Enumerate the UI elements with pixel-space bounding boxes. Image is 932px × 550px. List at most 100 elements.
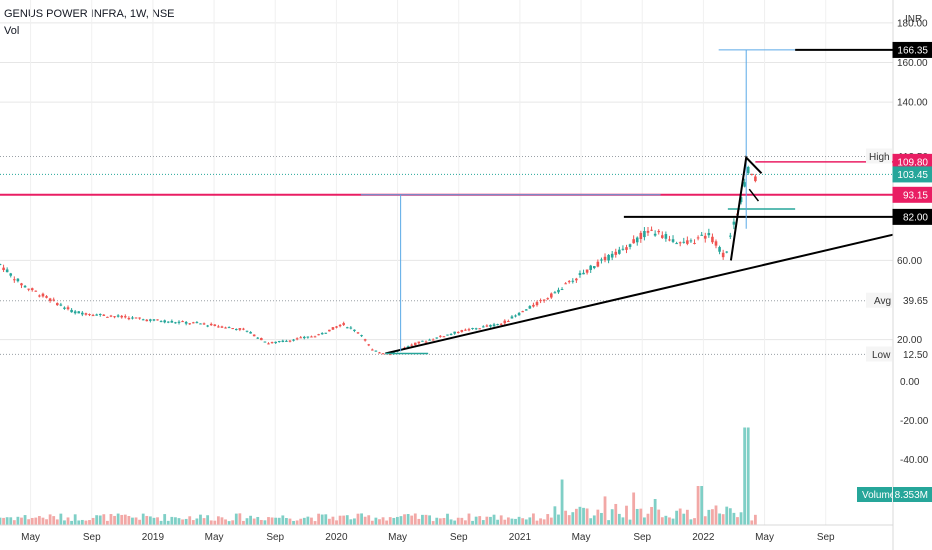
volume-bar	[131, 517, 134, 525]
volume-bar	[750, 520, 754, 525]
volume-bar	[216, 516, 220, 525]
candle	[163, 320, 166, 323]
volume-bar	[324, 514, 328, 525]
volume-bar	[621, 517, 625, 525]
volume-bar	[549, 517, 553, 525]
volume-bar	[693, 518, 696, 525]
volume-bar	[353, 518, 356, 525]
candle	[610, 253, 614, 258]
volume-bar	[331, 516, 335, 525]
volume-tick-label: -20.00	[900, 416, 929, 427]
volume-bar	[120, 514, 124, 525]
candle	[714, 241, 718, 246]
candle	[625, 247, 628, 250]
volume-bar	[517, 516, 521, 525]
candle	[349, 327, 353, 329]
volume-bar	[317, 513, 321, 525]
volume-bar	[327, 518, 331, 525]
volume-bar	[671, 518, 675, 525]
volume-bar	[406, 514, 410, 525]
candle	[20, 283, 23, 286]
candle	[725, 251, 729, 253]
candle	[55, 303, 59, 306]
candle	[507, 321, 510, 323]
volume-bar	[356, 513, 360, 525]
volume-bar	[23, 515, 27, 525]
volume-bar	[2, 517, 5, 525]
time-tick-label: May	[21, 532, 40, 543]
price-tick-label: 180.00	[897, 18, 928, 29]
volume-bar	[456, 517, 460, 525]
volume-bar	[184, 518, 188, 525]
volume-bar	[342, 515, 346, 525]
candle	[754, 176, 757, 182]
time-tick-label: 2021	[509, 532, 532, 543]
volume-bar	[302, 517, 306, 525]
candle	[313, 336, 317, 338]
volume-bar	[417, 518, 421, 525]
candle	[267, 343, 270, 345]
volume-bar	[700, 486, 704, 525]
volume-bar	[199, 514, 202, 525]
volume-bar	[703, 516, 707, 525]
candle	[95, 314, 98, 316]
candle	[388, 354, 392, 356]
candle	[0, 264, 2, 266]
candle	[503, 320, 507, 324]
candle	[729, 235, 732, 237]
volume-bar	[166, 520, 170, 525]
volume-bar	[660, 517, 664, 525]
price-tick-label: 20.00	[897, 335, 922, 346]
volume-bar	[274, 517, 278, 525]
price-axis[interactable]: 180.00 160.00 140.00 60.00 20.00 0.00 -20.00 -4…	[897, 14, 929, 466]
candle	[249, 331, 252, 334]
volume-bar	[442, 517, 446, 525]
candle	[98, 314, 102, 316]
volume-bar	[585, 508, 589, 525]
candle	[453, 331, 456, 334]
candle	[542, 299, 546, 301]
candle	[9, 273, 13, 276]
candle	[260, 338, 263, 341]
volume-bar	[231, 520, 235, 525]
volume-bar	[335, 520, 338, 525]
candle	[635, 237, 639, 243]
candle	[270, 342, 274, 344]
candle	[88, 314, 91, 316]
candle	[328, 329, 331, 332]
candle	[170, 320, 174, 323]
volume-bar	[721, 514, 725, 525]
candle	[16, 278, 20, 282]
time-tick-label: May	[755, 532, 774, 543]
candle	[213, 324, 217, 326]
volume-bar	[471, 520, 474, 525]
candle	[281, 340, 285, 342]
candle	[439, 335, 442, 337]
candle	[299, 337, 303, 339]
volume-bar	[650, 506, 653, 525]
candle	[431, 339, 435, 341]
volume-bar	[177, 518, 181, 525]
volume-bar	[370, 520, 374, 525]
volume-bar	[614, 503, 618, 525]
volume-bar	[267, 517, 270, 525]
candle	[550, 293, 553, 298]
candle	[285, 340, 288, 342]
candle	[106, 316, 109, 318]
candle	[310, 336, 313, 338]
level-black-value: 82.00	[903, 212, 928, 223]
candle	[485, 325, 489, 327]
level-red-value: 93.15	[903, 190, 928, 201]
volume-bar	[242, 520, 245, 525]
price-red-value: 109.80	[897, 157, 928, 168]
candle	[524, 309, 528, 311]
time-axis[interactable]: May Sep 2019 May Sep 2020 May Sep 2021 May Sep 2022…	[21, 532, 835, 543]
candle	[471, 328, 474, 330]
candle	[245, 330, 249, 332]
candle	[263, 341, 267, 343]
volume-bar	[560, 479, 564, 525]
volume-bar	[589, 518, 593, 525]
volume-bar	[388, 517, 392, 525]
candle	[657, 230, 661, 233]
